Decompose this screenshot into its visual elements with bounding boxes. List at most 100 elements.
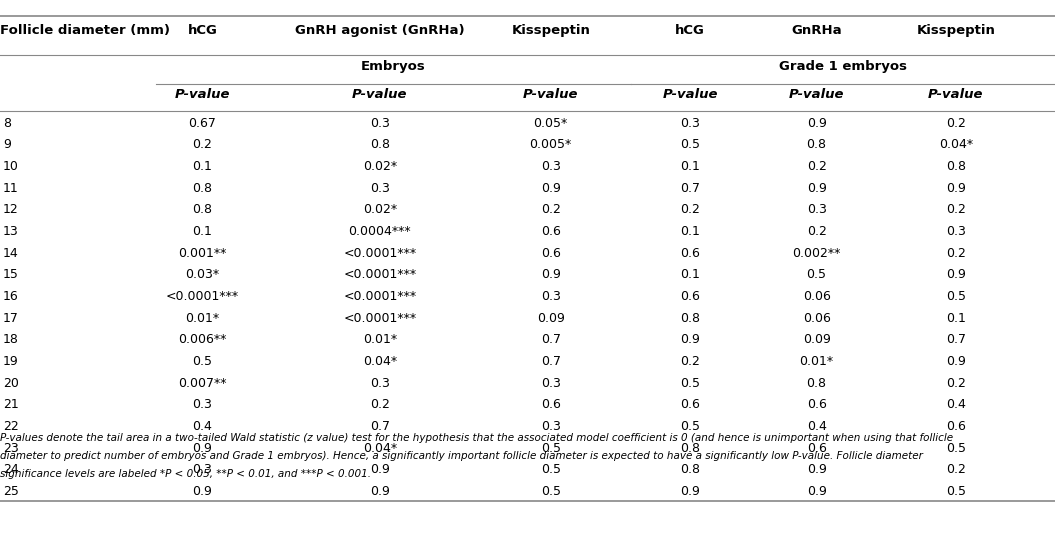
Text: 0.001**: 0.001** [178,247,227,260]
Text: <0.0001***: <0.0001*** [166,290,239,303]
Text: 0.3: 0.3 [541,377,560,390]
Text: 0.007**: 0.007** [178,377,227,390]
Text: 0.5: 0.5 [680,377,699,390]
Text: 0.6: 0.6 [680,247,699,260]
Text: 0.1: 0.1 [946,312,965,325]
Text: GnRHa: GnRHa [791,24,842,37]
Text: 0.9: 0.9 [193,485,212,498]
Text: 15: 15 [3,268,19,281]
Text: 0.9: 0.9 [946,182,965,195]
Text: 8: 8 [3,117,12,130]
Text: P-value: P-value [663,88,717,101]
Text: 0.3: 0.3 [193,398,212,411]
Text: 0.5: 0.5 [680,138,699,151]
Text: 0.04*: 0.04* [363,442,397,455]
Text: 18: 18 [3,333,19,346]
Text: 0.3: 0.3 [370,377,389,390]
Text: GnRH agonist (GnRHa): GnRH agonist (GnRHa) [295,24,464,37]
Text: 0.5: 0.5 [680,420,699,433]
Text: Follicle diameter (mm): Follicle diameter (mm) [0,24,170,37]
Text: 0.3: 0.3 [193,463,212,476]
Text: 0.3: 0.3 [807,203,826,216]
Text: 0.5: 0.5 [946,290,965,303]
Text: 0.1: 0.1 [680,160,699,173]
Text: 0.01*: 0.01* [186,312,219,325]
Text: 0.9: 0.9 [680,333,699,346]
Text: 0.06: 0.06 [803,290,830,303]
Text: 0.8: 0.8 [680,312,699,325]
Text: Embryos: Embryos [361,60,426,73]
Text: 0.6: 0.6 [807,442,826,455]
Text: 0.02*: 0.02* [363,160,397,173]
Text: 0.03*: 0.03* [186,268,219,281]
Text: P-value: P-value [352,88,407,101]
Text: 0.3: 0.3 [541,420,560,433]
Text: 20: 20 [3,377,19,390]
Text: 0.5: 0.5 [541,442,560,455]
Text: 0.8: 0.8 [370,138,389,151]
Text: 0.006**: 0.006** [178,333,227,346]
Text: <0.0001***: <0.0001*** [343,268,417,281]
Text: Kisspeptin: Kisspeptin [512,24,590,37]
Text: 22: 22 [3,420,19,433]
Text: 0.8: 0.8 [193,203,212,216]
Text: 24: 24 [3,463,19,476]
Text: 0.1: 0.1 [680,225,699,238]
Text: 0.2: 0.2 [680,203,699,216]
Text: 0.06: 0.06 [803,312,830,325]
Text: 0.6: 0.6 [680,398,699,411]
Text: 0.8: 0.8 [193,182,212,195]
Text: <0.0001***: <0.0001*** [343,312,417,325]
Text: <0.0001***: <0.0001*** [343,290,417,303]
Text: 0.67: 0.67 [189,117,216,130]
Text: hCG: hCG [675,24,705,37]
Text: 0.8: 0.8 [807,138,826,151]
Text: 23: 23 [3,442,19,455]
Text: 0.2: 0.2 [193,138,212,151]
Text: 0.4: 0.4 [946,398,965,411]
Text: 0.02*: 0.02* [363,203,397,216]
Text: 0.2: 0.2 [807,225,826,238]
Text: 0.9: 0.9 [370,485,389,498]
Text: 0.3: 0.3 [541,290,560,303]
Text: <0.0001***: <0.0001*** [343,247,417,260]
Text: 0.09: 0.09 [803,333,830,346]
Text: 0.6: 0.6 [541,398,560,411]
Text: 0.5: 0.5 [541,463,560,476]
Text: 0.5: 0.5 [541,485,560,498]
Text: 0.2: 0.2 [370,398,389,411]
Text: 11: 11 [3,182,19,195]
Text: 0.9: 0.9 [807,463,826,476]
Text: 0.9: 0.9 [807,182,826,195]
Text: P-value: P-value [789,88,844,101]
Text: 0.1: 0.1 [193,160,212,173]
Text: 0.002**: 0.002** [792,247,841,260]
Text: 0.2: 0.2 [680,355,699,368]
Text: 0.3: 0.3 [946,225,965,238]
Text: 0.3: 0.3 [370,117,389,130]
Text: 0.2: 0.2 [807,160,826,173]
Text: 0.5: 0.5 [193,355,212,368]
Text: 0.8: 0.8 [680,463,699,476]
Text: 0.6: 0.6 [680,290,699,303]
Text: 0.005*: 0.005* [530,138,572,151]
Text: 10: 10 [3,160,19,173]
Text: P-value: P-value [928,88,983,101]
Text: 0.7: 0.7 [370,420,389,433]
Text: 19: 19 [3,355,19,368]
Text: 0.8: 0.8 [946,160,965,173]
Text: significance levels are labeled *P < 0.05, **P < 0.01, and ***P < 0.001.: significance levels are labeled *P < 0.0… [0,469,371,479]
Text: 0.7: 0.7 [541,333,560,346]
Text: 0.3: 0.3 [541,160,560,173]
Text: 0.5: 0.5 [946,442,965,455]
Text: 0.01*: 0.01* [363,333,397,346]
Text: 0.04*: 0.04* [363,355,397,368]
Text: 0.9: 0.9 [370,463,389,476]
Text: 25: 25 [3,485,19,498]
Text: 21: 21 [3,398,19,411]
Text: P-value: P-value [175,88,230,101]
Text: 0.7: 0.7 [541,355,560,368]
Text: 13: 13 [3,225,19,238]
Text: 0.5: 0.5 [946,485,965,498]
Text: P-value: P-value [523,88,578,101]
